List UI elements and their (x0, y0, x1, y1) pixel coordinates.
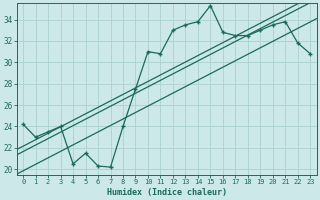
X-axis label: Humidex (Indice chaleur): Humidex (Indice chaleur) (107, 188, 227, 197)
